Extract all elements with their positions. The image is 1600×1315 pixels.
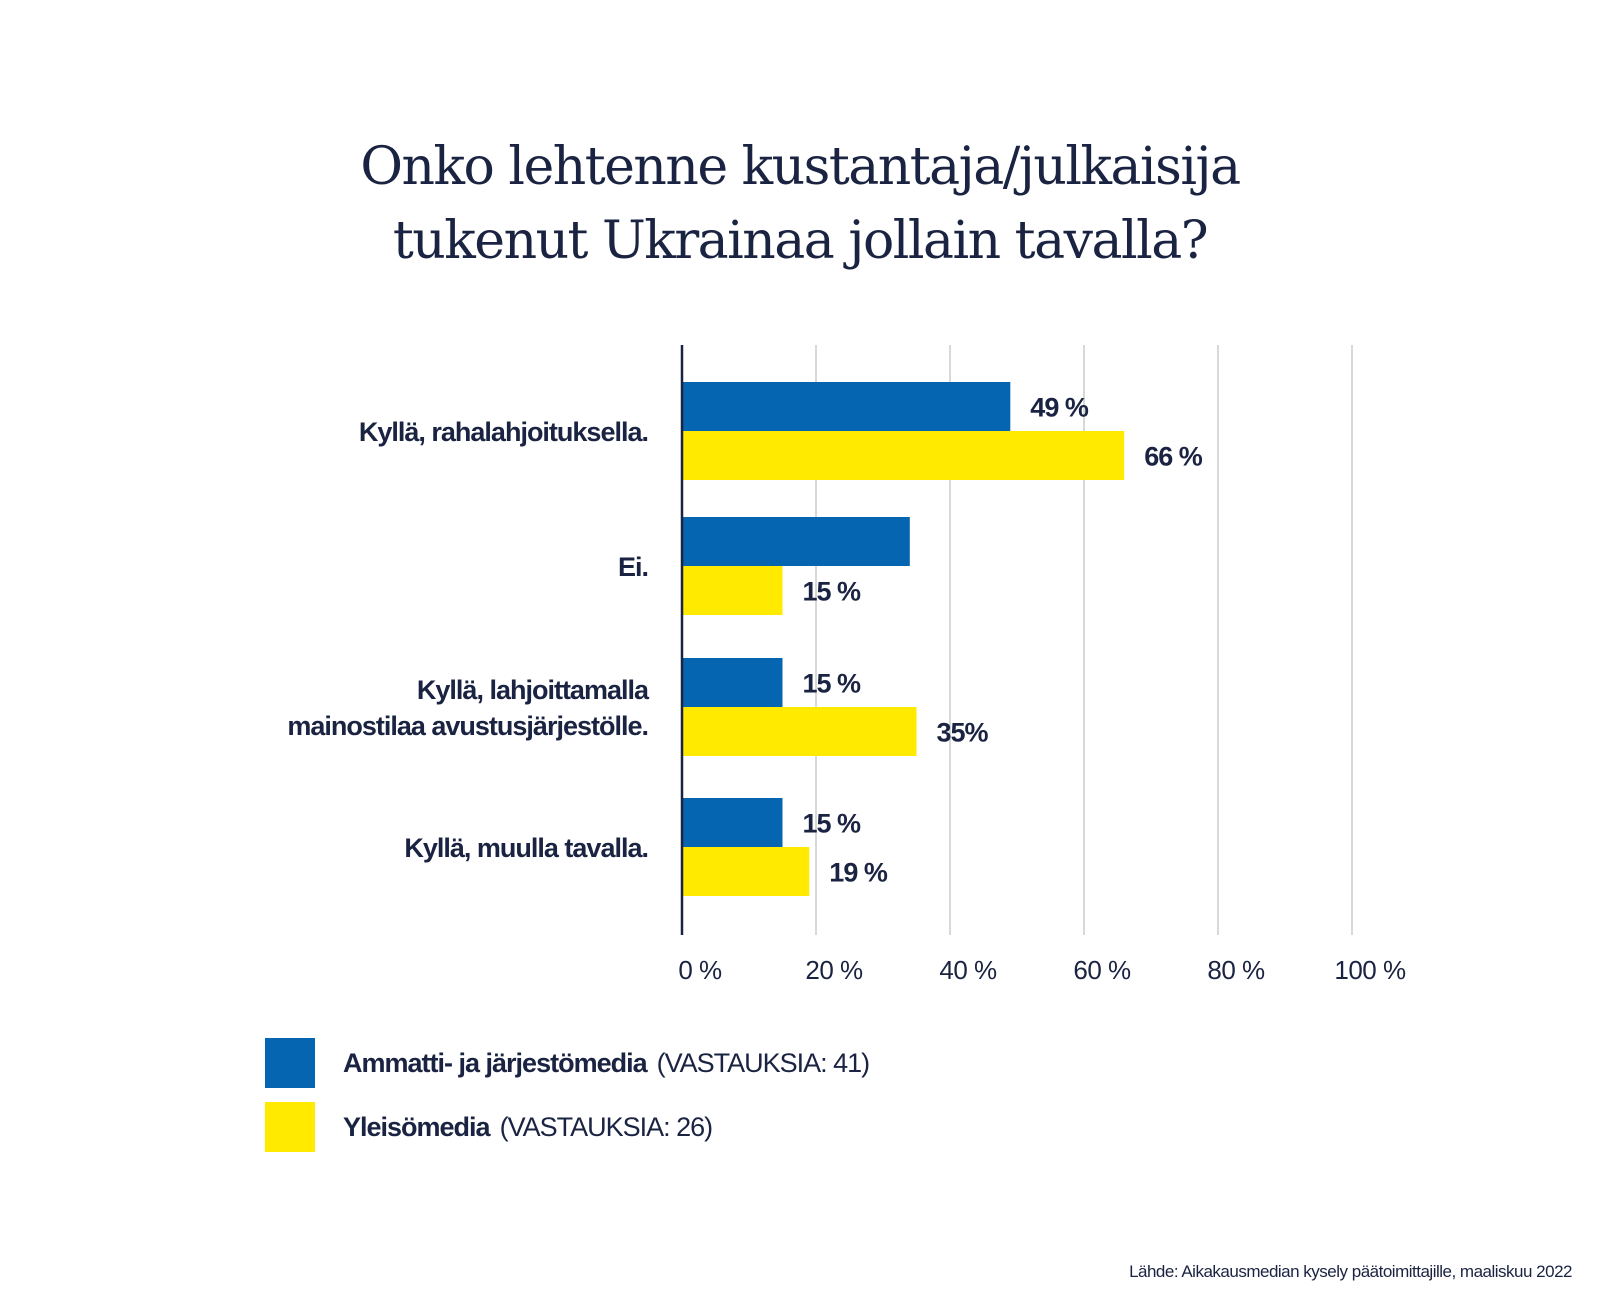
value-label-cat1-series1: 49 %: [1030, 393, 1089, 423]
value-label-cat4-series2: 19 %: [829, 858, 888, 888]
x-tick-label-100: 100 %: [1334, 955, 1406, 985]
category-label-1-line-1: Kyllä, rahalahjoituksella.: [359, 417, 648, 447]
bar-cat4-series1: [682, 798, 783, 847]
title-line-1: Onko lehtenne kustantaja/julkaisija: [360, 137, 1241, 197]
category-label-2-line-1: Ei.: [618, 552, 648, 582]
category-label-3-line-2: mainostilaa avustusjärjestölle.: [287, 711, 648, 741]
legend-series-1-name: Ammatti- ja järjestömedia: [343, 1047, 648, 1078]
x-tick-labels: 0 % 20 % 40 % 60 % 80 % 100 %: [678, 955, 1406, 985]
legend-item-series-1: Ammatti- ja järjestömedia (VASTAUKSIA: 4…: [265, 1038, 1165, 1088]
value-labels: 49 % 66 % 15 % 15 % 35% 15 % 19 %: [803, 393, 1204, 888]
bar-cat2-series2: [682, 566, 783, 615]
legend-item-series-2: Yleisömedia (VASTAUKSIA: 26): [265, 1102, 1165, 1152]
x-tick-label-20: 20 %: [805, 955, 863, 985]
bar-cat1-series2: [682, 431, 1125, 480]
legend-series-1-note: (VASTAUKSIA: 41): [656, 1047, 871, 1078]
bar-cat4-series2: [682, 847, 810, 896]
bar-cat3-series2: [682, 707, 917, 756]
source-note: Lähde: Aikakausmedian kysely päätoimitta…: [1129, 1262, 1572, 1281]
legend-series-2-note: (VASTAUKSIA: 26): [499, 1111, 714, 1142]
legend-swatch-blue: [265, 1038, 315, 1088]
bar-cat3-series1: [682, 658, 783, 707]
x-tick-label-60: 60 %: [1073, 955, 1131, 985]
value-label-cat3-series2: 35%: [937, 718, 989, 748]
category-label-3-line-1: Kyllä, lahjoittamalla: [417, 675, 650, 705]
category-label-4-line-1: Kyllä, muulla tavalla.: [404, 833, 648, 863]
category-labels: Kyllä, rahalahjoituksella. Ei. Kyllä, lahj…: [287, 417, 651, 863]
bar-chart: 49 % 66 % 15 % 15 % 35% 15 % 19 % Kyllä, rahal…: [287, 345, 1406, 985]
x-tick-label-40: 40 %: [939, 955, 997, 985]
legend-series-2-name: Yleisömedia: [343, 1111, 491, 1142]
title-line-2: tukenut Ukrainaa jollain tavalla?: [392, 211, 1209, 271]
x-tick-label-0: 0 %: [678, 955, 722, 985]
value-label-cat4-series1: 15 %: [803, 809, 862, 839]
value-label-cat3-series1: 15 %: [803, 669, 862, 699]
value-label-cat2-series2: 15 %: [803, 577, 862, 607]
chart-title: Onko lehtenne kustantaja/julkaisija tuke…: [0, 130, 1600, 278]
value-label-cat1-series2: 66 %: [1144, 442, 1203, 472]
x-tick-label-80: 80 %: [1207, 955, 1265, 985]
bar-cat2-series1: [682, 517, 910, 566]
bar-cat1-series1: [682, 382, 1011, 431]
bars: [682, 382, 1125, 896]
legend-swatch-yellow: [265, 1102, 315, 1152]
